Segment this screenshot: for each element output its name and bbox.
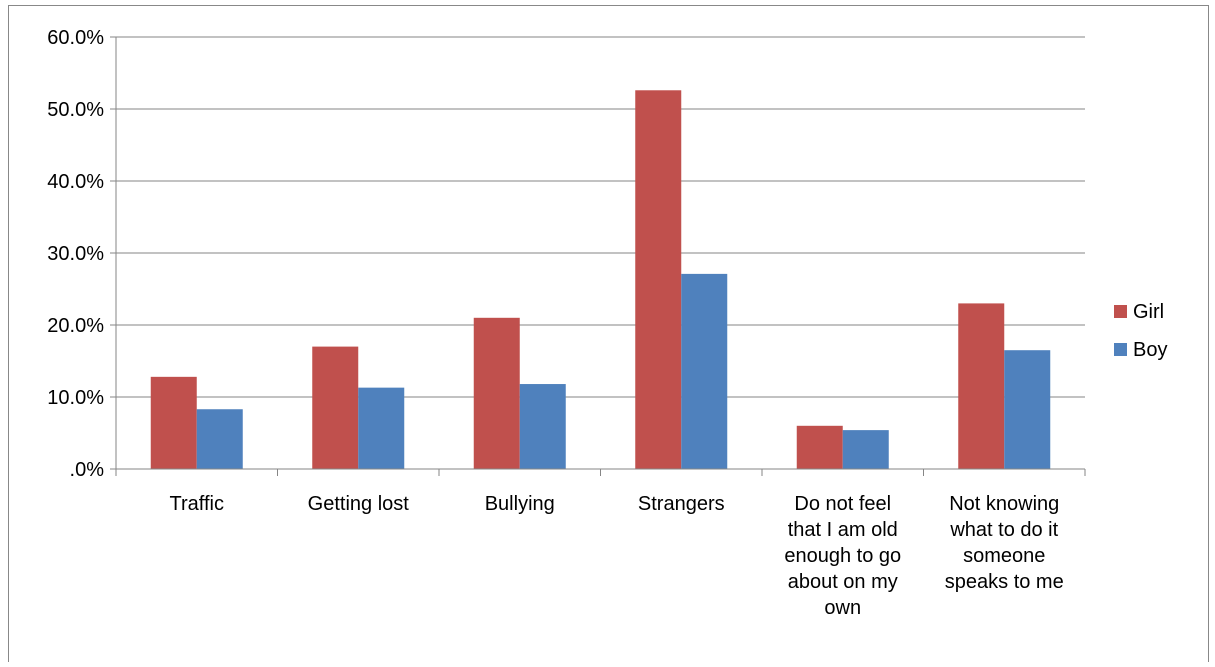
y-tick-label: 60.0% <box>47 27 104 49</box>
x-tick-label: Do not feel that I am old enough to go abou… <box>784 493 901 619</box>
y-tick-label: 50.0% <box>47 99 104 121</box>
y-tick-label: 40.0% <box>47 171 104 193</box>
bar-boy-3 <box>681 273 728 469</box>
legend-label-boy: Boy <box>1133 339 1167 361</box>
y-tick-label: 10.0% <box>47 387 104 409</box>
bar-girl-1 <box>312 346 359 469</box>
y-tick-label: 30.0% <box>47 243 104 265</box>
y-tick-label: .0% <box>70 459 105 481</box>
bar-boy-4 <box>842 430 889 469</box>
legend-swatch-boy <box>1114 343 1127 356</box>
x-tick-label: Not knowing what to do it someone speaks to… <box>945 493 1064 593</box>
bar-boy-2 <box>519 384 566 469</box>
x-tick-label: Strangers <box>638 493 725 515</box>
bar-boy-0 <box>196 409 243 469</box>
bar-boy-5 <box>1004 350 1051 469</box>
legend-swatch-girl <box>1114 305 1127 318</box>
y-axis-tick-labels: .0% 10.0% 20.0% 30.0% 40.0% 50.0% 60.0% <box>47 27 104 481</box>
y-tick-label: 20.0% <box>47 315 104 337</box>
legend-label-girl: Girl <box>1133 301 1164 323</box>
bar-girl-3 <box>635 90 682 469</box>
bar-girl-5 <box>958 303 1005 469</box>
gridlines <box>116 36 1085 398</box>
bar-boy-1 <box>358 387 405 469</box>
legend: Girl Boy <box>1114 301 1167 361</box>
x-axis-tick-labels: Traffic Getting lost Bullying Strangers Do n… <box>170 493 1064 619</box>
bars <box>150 90 1051 469</box>
x-tick-label: Getting lost <box>308 493 410 515</box>
x-tick-label: Bullying <box>485 493 555 515</box>
bar-girl-4 <box>796 425 843 469</box>
axes <box>110 36 1086 476</box>
bar-girl-0 <box>150 376 197 469</box>
chart-border <box>8 5 1209 666</box>
bar-girl-2 <box>473 317 520 469</box>
x-tick-label: Traffic <box>170 493 224 515</box>
